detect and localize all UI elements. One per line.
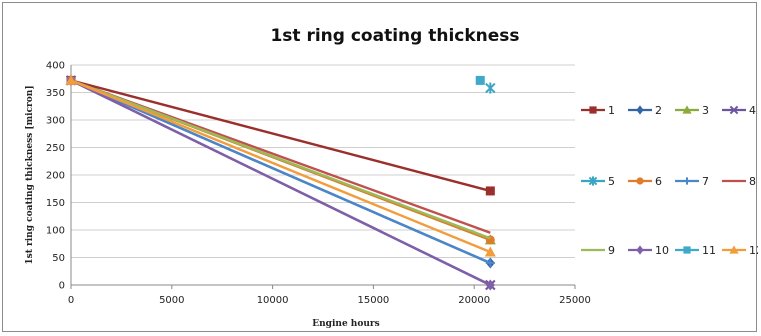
x-tick-label: 20000 [458, 295, 490, 306]
series-line-1 [70, 79, 491, 193]
legend-entry-8: 8 [722, 175, 756, 188]
legend: 123456789101112 [581, 104, 758, 257]
series-line-9 [70, 79, 491, 240]
legend-marker [683, 177, 691, 185]
data-point-12 [484, 246, 496, 257]
legend-label: 11 [702, 244, 716, 257]
legend-entry-3: 3 [675, 104, 709, 117]
data-point-10 [485, 279, 495, 291]
y-tick-label: 400 [46, 61, 65, 72]
legend-marker [589, 106, 597, 114]
y-tick-label: 300 [46, 116, 65, 127]
legend-label: 8 [749, 175, 756, 188]
legend-label: 3 [702, 104, 709, 117]
data-point-1 [485, 186, 495, 196]
legend-marker [682, 105, 692, 114]
legend-marker [636, 177, 644, 185]
data-point-11 [475, 75, 485, 85]
series-line-10 [70, 79, 491, 287]
x-axis-label: Engine hours [312, 319, 379, 329]
series-lines [65, 74, 496, 291]
y-axis-label: 1st ring coating thickness [micron] [25, 85, 35, 264]
legend-marker [729, 245, 739, 254]
y-tick-label: 250 [46, 143, 65, 154]
legend-marker [636, 105, 644, 115]
x-tick-label: 15000 [357, 295, 389, 306]
axes: 0 50 100 150 200 250 300 350 400 0 5000 10000 15000 2… [46, 61, 591, 307]
legend-marker [588, 176, 598, 186]
x-tick-label: 0 [68, 295, 74, 306]
series-line-12 [70, 79, 491, 254]
legend-label: 2 [655, 104, 662, 117]
series-line-7 [70, 79, 491, 265]
line-chart: 1st ring coating thickness 0501001502002… [25, 26, 758, 329]
y-tick-label: 0 [59, 281, 65, 292]
y-tick-label: 100 [46, 226, 65, 237]
legend-label: 9 [608, 244, 615, 257]
legend-label: 6 [655, 175, 662, 188]
data-point-7 [485, 258, 495, 268]
legend-label: 10 [655, 244, 669, 257]
legend-marker [683, 246, 691, 254]
legend-entry-9: 9 [581, 244, 615, 257]
data-point-5 [485, 82, 496, 94]
chart-frame: 1st ring coating thickness 0 50 100 150 200 2… [2, 2, 758, 332]
legend-entry-7: 7 [675, 175, 709, 188]
legend-label: 4 [749, 104, 756, 117]
gridlines [71, 64, 575, 258]
legend-label: 12 [749, 244, 758, 257]
legend-marker [636, 245, 644, 255]
y-tick-label: 200 [46, 171, 65, 182]
legend-entry-10: 10 [628, 244, 669, 257]
chart-title: 1st ring coating thickness [270, 26, 519, 46]
legend-entry-1: 1 [581, 104, 615, 117]
x-tick-label: 5000 [159, 295, 184, 306]
legend-label: 5 [608, 175, 615, 188]
legend-marker [729, 105, 739, 115]
x-tick-label: 25000 [559, 295, 591, 306]
legend-entry-12: 12 [722, 244, 758, 257]
legend-label: 1 [608, 104, 615, 117]
legend-entry-11: 11 [675, 244, 716, 257]
data-point-12 [65, 74, 77, 85]
y-tick-label: 50 [52, 253, 65, 264]
legend-label: 7 [702, 175, 709, 188]
legend-entry-4: 4 [722, 104, 756, 117]
x-tick-label: 10000 [257, 295, 289, 306]
y-tick-label: 150 [46, 198, 65, 209]
legend-entry-2: 2 [628, 104, 662, 117]
legend-entry-6: 6 [628, 175, 662, 188]
y-tick-label: 350 [46, 88, 65, 99]
legend-entry-5: 5 [581, 175, 615, 188]
